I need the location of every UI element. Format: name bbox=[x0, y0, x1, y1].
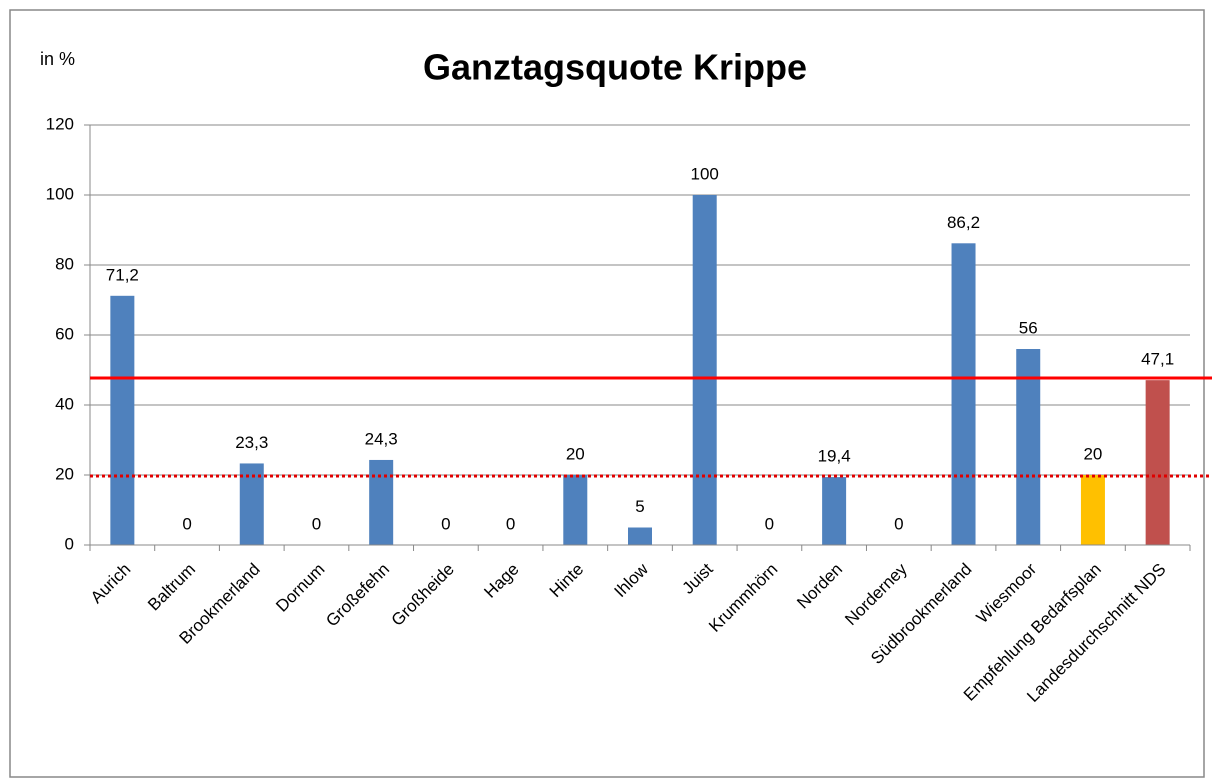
bar bbox=[563, 475, 588, 545]
data-label: 0 bbox=[182, 514, 191, 533]
data-label: 47,1 bbox=[1141, 350, 1174, 369]
data-label: 86,2 bbox=[947, 213, 980, 232]
y-tick-label: 0 bbox=[65, 534, 74, 553]
data-label: 0 bbox=[506, 514, 515, 533]
data-label: 56 bbox=[1019, 318, 1038, 337]
data-label: 0 bbox=[765, 514, 774, 533]
data-label: 71,2 bbox=[106, 265, 139, 284]
y-tick-label: 120 bbox=[46, 114, 74, 133]
data-label: 23,3 bbox=[235, 433, 268, 452]
data-label: 100 bbox=[691, 164, 719, 183]
bar bbox=[692, 195, 717, 545]
data-label: 20 bbox=[1083, 444, 1102, 463]
data-label: 0 bbox=[894, 514, 903, 533]
bar bbox=[1080, 475, 1105, 545]
y-tick-label: 40 bbox=[55, 394, 74, 413]
bar bbox=[628, 527, 652, 545]
bar bbox=[822, 477, 847, 545]
data-label: 5 bbox=[635, 497, 644, 516]
bar bbox=[1016, 349, 1041, 545]
data-label: 20 bbox=[566, 444, 585, 463]
bar bbox=[951, 243, 976, 546]
y-tick-label: 80 bbox=[55, 254, 74, 273]
data-label: 0 bbox=[312, 514, 321, 533]
y-axis-label: in % bbox=[40, 49, 75, 69]
chart-title: Ganztagsquote Krippe bbox=[423, 47, 807, 88]
data-label: 24,3 bbox=[365, 429, 398, 448]
chart-frame bbox=[9, 9, 1205, 778]
data-label: 0 bbox=[441, 514, 450, 533]
data-label: 19,4 bbox=[818, 447, 851, 466]
y-tick-label: 60 bbox=[55, 324, 74, 343]
y-tick-label: 20 bbox=[55, 464, 74, 483]
bar bbox=[369, 459, 394, 545]
bar bbox=[110, 295, 135, 545]
bar bbox=[1145, 380, 1170, 545]
y-tick-label: 100 bbox=[46, 184, 74, 203]
